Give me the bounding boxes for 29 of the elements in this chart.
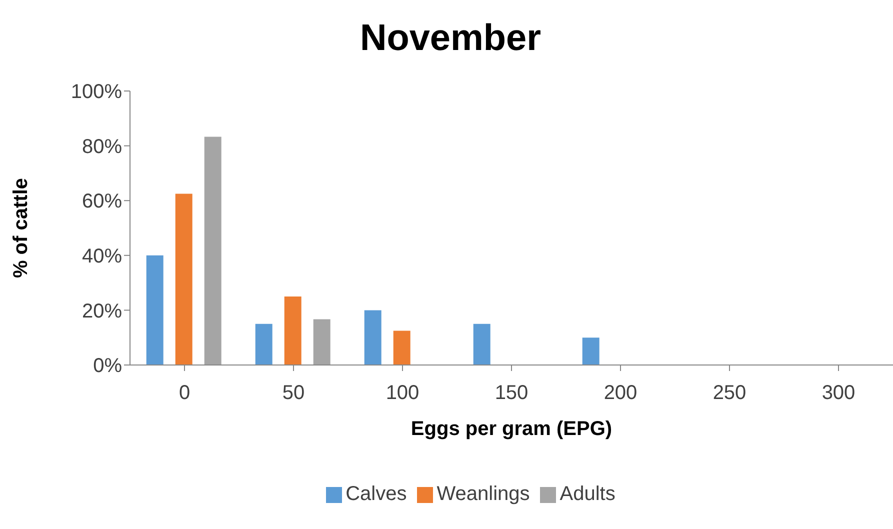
legend-label: Weanlings <box>436 483 530 505</box>
bar <box>255 324 272 365</box>
y-tick-label: 0% <box>93 355 122 378</box>
bar <box>284 296 302 365</box>
legend-label: Calves <box>346 483 407 505</box>
x-axis-title: Eggs per gram (EPG) <box>410 418 612 440</box>
x-tick-label: 100 <box>386 382 420 404</box>
bar <box>313 319 330 365</box>
legend-label: Adults <box>560 483 616 505</box>
bar <box>146 255 164 365</box>
y-axis-title: % of cattle <box>10 178 32 278</box>
bar <box>473 324 490 365</box>
y-tick-label: 40% <box>82 246 122 268</box>
y-tick-label: 20% <box>82 300 122 322</box>
y-tick-label: 80% <box>82 136 122 158</box>
bar <box>582 338 600 365</box>
bar <box>393 330 410 365</box>
bar <box>204 136 222 365</box>
bar <box>364 310 382 365</box>
bar <box>175 194 192 365</box>
x-tick-label: 200 <box>604 382 638 404</box>
x-tick-label: 0 <box>178 382 190 404</box>
chart-title: November <box>359 16 542 60</box>
y-tick-label: 60% <box>82 190 122 213</box>
x-tick-label: 150 <box>494 382 528 404</box>
x-tick-label: 300 <box>822 382 856 404</box>
x-tick-label: 50 <box>282 382 305 404</box>
x-tick-label: 250 <box>712 382 746 404</box>
y-tick-label: 100% <box>70 81 122 104</box>
